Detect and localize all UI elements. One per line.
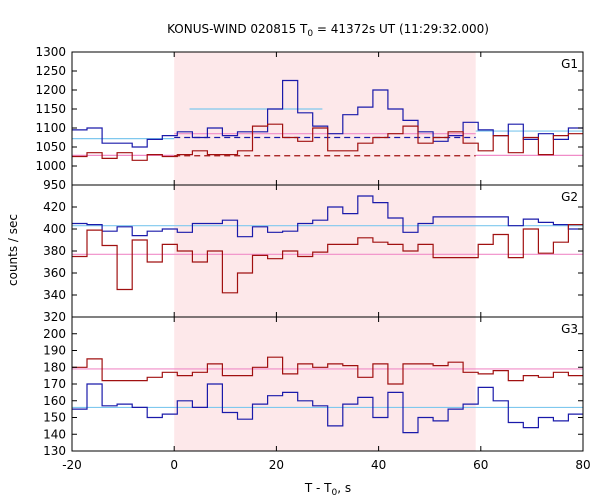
ytick-label-g3: 180	[43, 360, 66, 374]
series-red-g2	[72, 224, 583, 294]
series-red-g3	[72, 356, 583, 385]
series-layer	[72, 79, 583, 434]
xtick-label: 20	[269, 458, 284, 472]
ytick-label-g1: 1150	[35, 102, 66, 116]
ytick-label-g3: 190	[43, 344, 66, 358]
tick-layer: 9501000105011001150120012501300G13203403…	[35, 45, 590, 472]
ytick-label-g3: 140	[43, 427, 66, 441]
panel-label-g1: G1	[561, 57, 578, 71]
x-axis-label: T - T0, s	[304, 481, 351, 498]
panel-label-g3: G3	[561, 322, 578, 336]
xtick-label: 60	[473, 458, 488, 472]
y-axis-label: counts / sec	[6, 214, 20, 286]
ytick-label-g3: 170	[43, 377, 66, 391]
shaded-interval-g1	[174, 52, 476, 185]
shade-layer	[174, 52, 476, 451]
ytick-label-g2: 360	[43, 266, 66, 280]
panel-label-g2: G2	[561, 190, 578, 204]
ytick-label-g2: 420	[43, 200, 66, 214]
ytick-label-g2: 400	[43, 222, 66, 236]
ytick-label-g2: 340	[43, 288, 66, 302]
ytick-label-g1: 1300	[35, 45, 66, 59]
xtick-label: 40	[371, 458, 386, 472]
ytick-label-g1: 1000	[35, 159, 66, 173]
ytick-label-g1: 1050	[35, 140, 66, 154]
ytick-label-g1: 950	[43, 178, 66, 192]
ytick-label-g3: 130	[43, 444, 66, 458]
xtick-label: 80	[575, 458, 590, 472]
ytick-label-g1: 1250	[35, 64, 66, 78]
ytick-label-g2: 320	[43, 310, 66, 324]
ytick-label-g2: 380	[43, 244, 66, 258]
series-blue-g2	[72, 195, 583, 238]
ytick-label-g1: 1200	[35, 83, 66, 97]
series-blue-g3	[72, 383, 583, 434]
ytick-label-g1: 1100	[35, 121, 66, 135]
ytick-label-g3: 150	[43, 411, 66, 425]
shaded-interval-g3	[174, 317, 476, 451]
chart-title: KONUS-WIND 020815 T0 = 41372s UT (11:29:…	[167, 22, 489, 39]
xtick-label: 0	[170, 458, 178, 472]
xtick-label: -20	[62, 458, 82, 472]
ytick-label-g3: 160	[43, 394, 66, 408]
series-red-g1	[72, 123, 583, 161]
shaded-interval-g2	[174, 185, 476, 317]
ytick-label-g3: 200	[43, 327, 66, 341]
